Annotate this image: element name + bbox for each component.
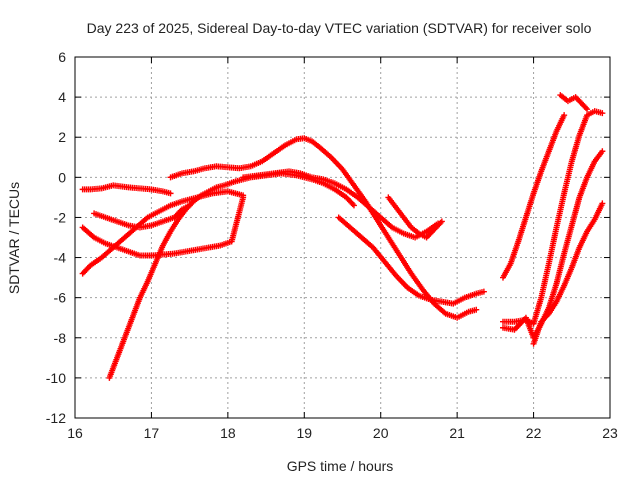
y-tick-label: -4 [54,250,67,266]
data-point [438,218,445,225]
y-axis-label: SDTVAR / TECUs [6,182,22,294]
plot-frame [74,56,611,419]
series-arc-a [79,182,174,197]
x-tick-label: 19 [296,425,312,441]
x-tick-label: 23 [602,425,618,441]
data-point [480,288,487,295]
x-tick-label: 17 [144,425,160,441]
y-tick-label: 4 [58,89,66,105]
y-tick-label: -6 [54,290,67,306]
data-point [167,190,174,197]
series-arc-c [91,202,193,231]
x-tick-label: 18 [220,425,236,441]
x-tick-label: 16 [67,425,83,441]
x-axis-label: GPS time / hours [287,458,394,474]
x-tick-label: 21 [449,425,465,441]
y-tick-label: -8 [54,330,67,346]
grid [75,57,610,418]
data-point [561,112,568,119]
x-tick-label: 22 [526,425,542,441]
data-point [599,200,606,207]
y-tick-label: -2 [54,209,67,225]
series-arc-i [385,194,445,241]
data-point [240,192,247,199]
y-tick-label: -12 [46,410,66,426]
series-arc-g [240,168,442,241]
series-arc-m [530,200,606,347]
data-series [79,92,606,381]
y-tick-label: 0 [58,169,66,185]
series-arc-d [79,188,247,277]
series-arc-n [557,92,591,113]
data-point [473,306,480,313]
y-tick-label: -10 [46,370,66,386]
data-point [599,148,606,155]
data-point [584,106,591,113]
series-arc-j [500,112,568,281]
y-tick-label: 2 [58,129,66,145]
series-arc-k [500,108,606,327]
axis-ticks: 16 17 18 19 20 21 22 23 -12 -10 -8 -6 -4 -2 0 2 4 6 [46,49,618,441]
chart-title: Day 223 of 2025, Sidereal Day-to-day VTE… [87,20,592,36]
y-tick-label: 6 [58,49,66,65]
series-arc-h [335,214,487,307]
data-point [350,202,357,209]
data-point [599,110,606,117]
x-tick-label: 20 [373,425,389,441]
series-arc-l [500,148,606,341]
series-arc-e [106,170,357,381]
